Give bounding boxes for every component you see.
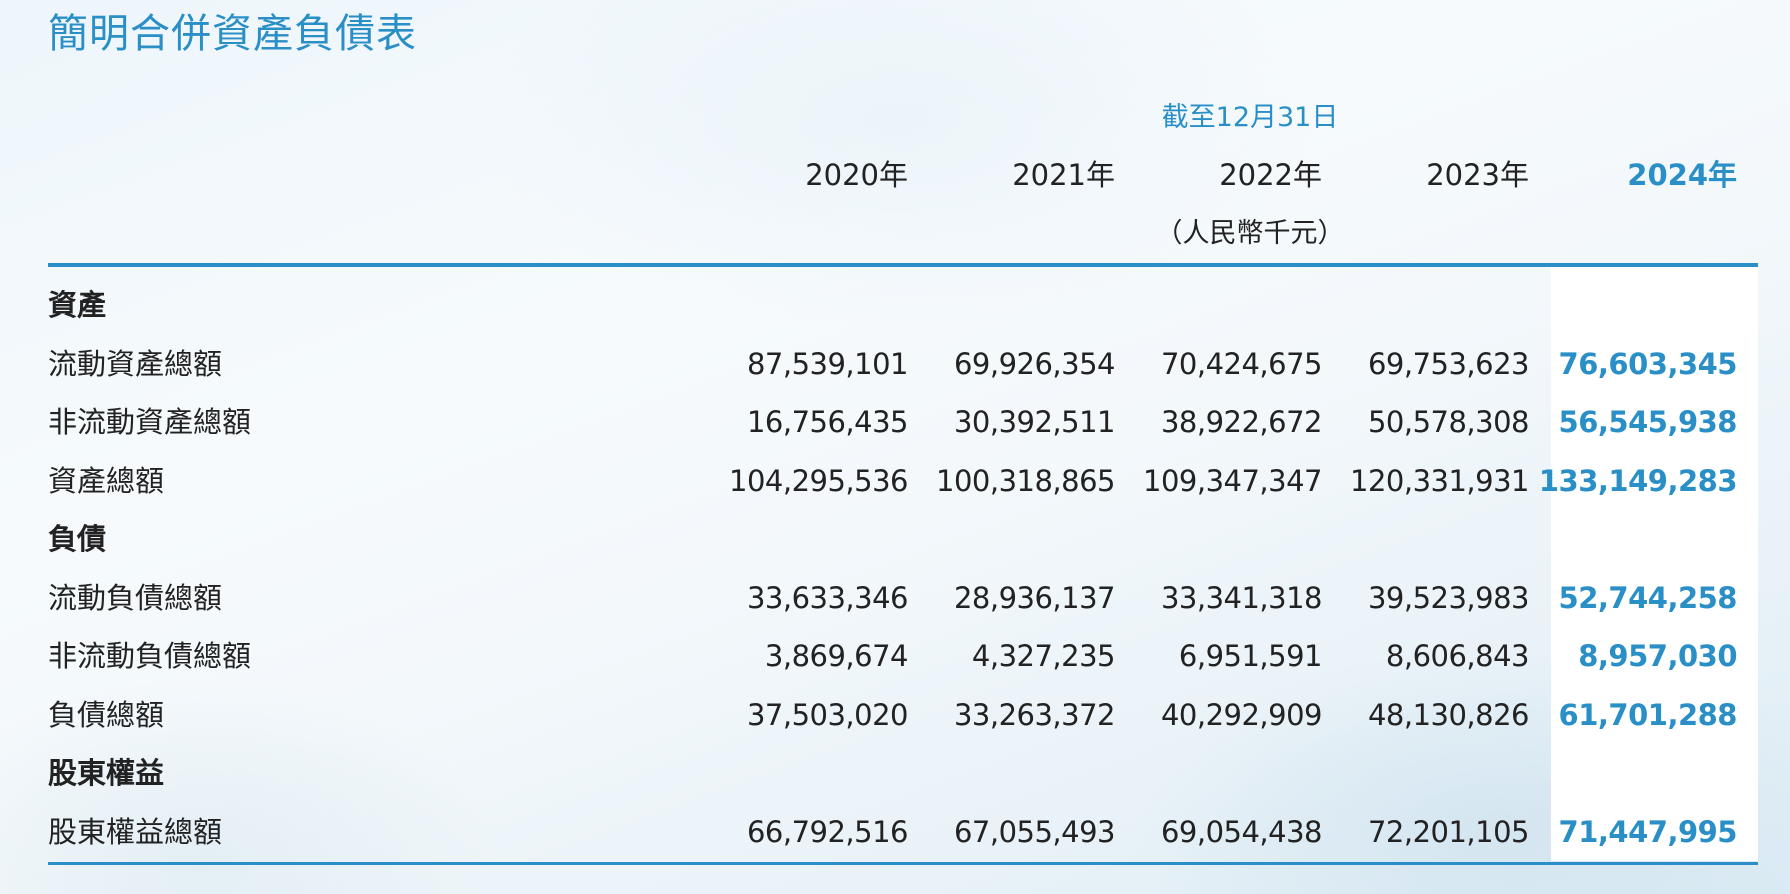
- section-header-row: 股東權益: [0, 748, 1790, 798]
- section-label: 資產: [48, 280, 106, 330]
- year-header-2021: 2021年: [908, 155, 1115, 195]
- table-row: 非流動資產總額 16,756,435 30,392,511 38,922,672 50,…: [0, 397, 1790, 447]
- value-cell: 76,603,345: [1529, 339, 1737, 389]
- value-cell: 8,606,843: [1322, 631, 1529, 681]
- table-row: 非流動負債總額 3,869,674 4,327,235 6,951,591 8,606,…: [0, 631, 1790, 681]
- row-label: 流動資產總額: [48, 339, 222, 389]
- year-header-2024: 2024年: [1529, 155, 1737, 195]
- value-cell: 40,292,909: [1115, 690, 1322, 740]
- value-cell: 87,539,101: [700, 339, 908, 389]
- unit-label: （人民幣千元）: [1140, 214, 1360, 254]
- table-row: 流動資產總額 87,539,101 69,926,354 70,424,675 69,7…: [0, 339, 1790, 389]
- value-cell: 67,055,493: [908, 807, 1115, 857]
- value-cell: 61,701,288: [1529, 690, 1737, 740]
- value-cell: 69,926,354: [908, 339, 1115, 389]
- value-cell: 56,545,938: [1529, 397, 1737, 447]
- value-cell: 50,578,308: [1322, 397, 1529, 447]
- value-cell: 33,263,372: [908, 690, 1115, 740]
- value-cell: 4,327,235: [908, 631, 1115, 681]
- period-label: 截至12月31日: [1140, 98, 1360, 138]
- table-row: 負債總額 37,503,020 33,263,372 40,292,909 48,130…: [0, 690, 1790, 740]
- table-row: 股東權益總額 66,792,516 67,055,493 69,054,438 72,2…: [0, 807, 1790, 857]
- section-header-row: 資產: [0, 280, 1790, 330]
- value-cell: 109,347,347: [1115, 456, 1322, 506]
- value-cell: 16,756,435: [700, 397, 908, 447]
- row-label: 流動負債總額: [48, 573, 222, 623]
- value-cell: 104,295,536: [700, 456, 908, 506]
- value-cell: 133,149,283: [1529, 456, 1737, 506]
- value-cell: 120,331,931: [1322, 456, 1529, 506]
- table-row: 資產總額 104,295,536 100,318,865 109,347,347 120…: [0, 456, 1790, 506]
- row-label: 非流動負債總額: [48, 631, 251, 681]
- value-cell: 72,201,105: [1322, 807, 1529, 857]
- value-cell: 33,341,318: [1115, 573, 1322, 623]
- year-header-2023: 2023年: [1322, 155, 1529, 195]
- value-cell: 37,503,020: [700, 690, 908, 740]
- year-header-2020: 2020年: [700, 155, 908, 195]
- value-cell: 69,753,623: [1322, 339, 1529, 389]
- row-label: 非流動資產總額: [48, 397, 251, 447]
- row-label: 資產總額: [48, 456, 164, 506]
- section-label: 負債: [48, 514, 106, 564]
- table-top-rule: [48, 263, 1758, 267]
- row-label: 股東權益總額: [48, 807, 222, 857]
- value-cell: 6,951,591: [1115, 631, 1322, 681]
- page-title: 簡明合併資產負債表: [48, 6, 417, 62]
- value-cell: 66,792,516: [700, 807, 908, 857]
- value-cell: 69,054,438: [1115, 807, 1322, 857]
- value-cell: 70,424,675: [1115, 339, 1322, 389]
- value-cell: 48,130,826: [1322, 690, 1529, 740]
- value-cell: 30,392,511: [908, 397, 1115, 447]
- section-header-row: 負債: [0, 514, 1790, 564]
- section-label: 股東權益: [48, 748, 164, 798]
- value-cell: 33,633,346: [700, 573, 908, 623]
- value-cell: 28,936,137: [908, 573, 1115, 623]
- table-row: 流動負債總額 33,633,346 28,936,137 33,341,318 39,5…: [0, 573, 1790, 623]
- value-cell: 38,922,672: [1115, 397, 1322, 447]
- value-cell: 39,523,983: [1322, 573, 1529, 623]
- value-cell: 100,318,865: [908, 456, 1115, 506]
- year-header-2022: 2022年: [1115, 155, 1322, 195]
- value-cell: 71,447,995: [1529, 807, 1737, 857]
- row-label: 負債總額: [48, 690, 164, 740]
- value-cell: 3,869,674: [700, 631, 908, 681]
- table-bottom-rule: [48, 862, 1758, 865]
- value-cell: 52,744,258: [1529, 573, 1737, 623]
- value-cell: 8,957,030: [1529, 631, 1737, 681]
